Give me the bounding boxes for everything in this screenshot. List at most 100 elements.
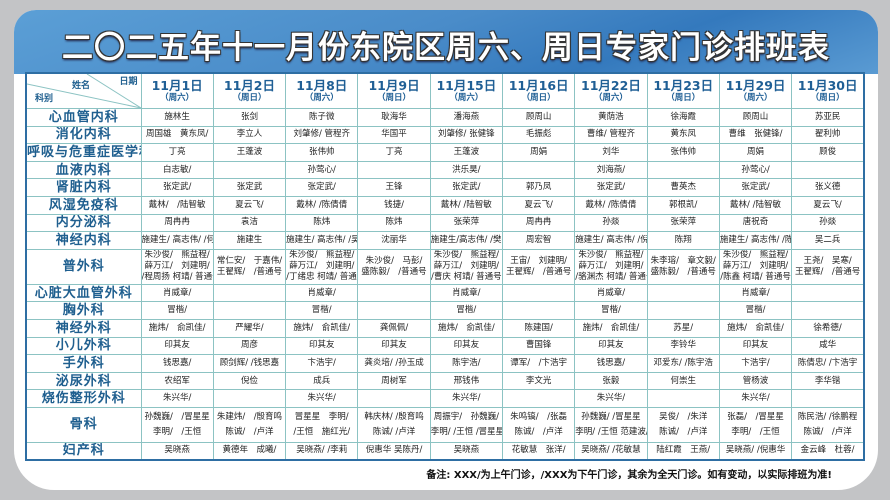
doctor-line: 周冉冉 (525, 217, 552, 228)
schedule-cell: 陈民浩/ /徐鹏程 陈诚/ /卢洋 (791, 406, 865, 443)
doctor-line: 肖威章/ (162, 287, 192, 298)
schedule-cell: 朱沙俊/ 熊益程/薛万江/ 刘建明//程周扬 柯靖/ 普通号 (140, 248, 214, 285)
schedule-cell: 施炜/ 俞凯佳/ (429, 318, 503, 338)
schedule-cell: 吴二兵 (791, 231, 865, 250)
schedule-cell (357, 301, 431, 320)
doctor-line: 陈诚/ /卢洋 (225, 426, 274, 437)
schedule-cell: 施建生/ 高志伟/ /倪耀辉 (574, 231, 648, 250)
doctor-line: 肖威章/ (741, 287, 770, 298)
doctor-line: 常仁安/ 于嘉伟/ (216, 255, 283, 266)
table-row: 肾脏内科 张定武/张定武 张定武/王锋 张定武/郭乃凤 张定武/曹英杰 张定武/张义德 (25, 178, 865, 197)
doctor-line: 朱沙俊/ 熊益程/ (144, 250, 210, 261)
doctor-line: 王翟辉/ /普通号 (216, 266, 283, 277)
doctor-line: 吴晓燕/ /倪惠华 (725, 445, 786, 456)
schedule-cell: 苏星/ (646, 318, 720, 338)
schedule-cell: 卞浩宇/ (718, 354, 793, 373)
schedule-cell: 戴林/ /陆智敏 (429, 195, 503, 215)
doctor-line: 张义德 (814, 182, 841, 193)
schedule-cell: 周彦 (212, 336, 287, 356)
doctor-line: 施建生/ 高志伟/ /何亮 (141, 234, 212, 245)
doctor-line: 丁亮 (385, 146, 403, 157)
doctor-line: 肖威章/ (452, 287, 481, 298)
doctor-line: 陈倩忠/ /卞浩宇 (797, 357, 858, 368)
doctor-line: 周彦 (240, 340, 258, 351)
doctor-line: 周娟 (747, 146, 765, 157)
doctor-line: 陈诚/ /卢洋 (514, 426, 563, 437)
schedule-cell: 刘肇修/ 管程齐 (285, 125, 359, 145)
schedule-cell: 龚佩佩/ (357, 318, 431, 338)
doctor-line: 施建生/ 高志伟/ /倪耀辉 (575, 234, 646, 245)
schedule-cell: 朱沙俊/ 熊益程/薛万江/ 刘建明//曹庆 柯靖/ 普通号 (429, 248, 503, 285)
table-row: 呼吸与危重症医学科 丁亮 王蓬波 张伟帅 丁亮 王蓬波 周娟 刘华 张伟帅 周娟 顾俊 (25, 143, 865, 162)
schedule-cell: 周树军 (357, 371, 431, 391)
date-header: 11月9日 （周日） (357, 72, 431, 109)
schedule-cell: 夏云飞/ (212, 195, 287, 215)
schedule-cell: 丁亮 (357, 143, 431, 162)
doctor-line: 印其友 (308, 340, 335, 351)
doctor-line: 朱李瑢/ 章文毅/ (650, 255, 716, 266)
date-label: 11月30日 (797, 78, 858, 93)
doctor-line: 张荣萍 (670, 217, 696, 228)
schedule-cell: 朱兴华/ (718, 389, 793, 408)
schedule-cell: 戴林/ /陆智敏 (140, 195, 214, 215)
doctor-line: 朱兴华/ (452, 393, 481, 404)
schedule-cell: 张定武/ (718, 178, 793, 197)
date-header: 11月2日 （周日） (212, 72, 287, 109)
doctor-line: 龚佩佩/ (379, 322, 409, 333)
weekday-label: （周日） (232, 93, 267, 103)
doctor-line: 陈建国/ (524, 322, 553, 333)
schedule-cell: 倪惠华 吴陈丹/ (357, 441, 431, 461)
doctor-line: 钱捷/ (384, 199, 404, 210)
schedule-cell: 吴晓燕 (429, 441, 503, 461)
department-name: 血液内科 (25, 160, 142, 180)
schedule-cell (646, 301, 720, 320)
schedule-cell: 丁亮 (140, 143, 214, 162)
schedule-cell: 施炜/ 俞凯佳/ (718, 318, 793, 338)
doctor-line: /丁绪忠 柯靖/ 普通号 (286, 272, 358, 283)
schedule-cell: 肖威章/ (718, 283, 793, 303)
schedule-cell: 钱思嘉/ (574, 354, 648, 373)
schedule-cell (501, 389, 576, 408)
doctor-line: 周冉冉 (164, 217, 190, 228)
doctor-line: 刘肇修/ 管程齐 (293, 129, 351, 140)
department-name: 烧伤整形外科 (25, 389, 142, 408)
doctor-line: 袁洁 (240, 217, 258, 228)
table-row: 心血管内科 施林生 张剑 陈子微 耿海华 潘海燕 顾周山 黄荫浩 徐海霞 顾周山 苏亚民 (25, 108, 865, 127)
doctor-line: 冒楷/ (311, 305, 332, 316)
doctor-line: 谭军/ /卞浩宇 (510, 357, 567, 368)
doctor-line: 朱沙俊/ 熊益程/ (289, 250, 355, 261)
doctor-line: 施建生 (236, 234, 263, 245)
schedule-cell (357, 160, 431, 180)
doctor-line: 朱兴华/ (307, 393, 336, 404)
doctor-line: 耿海华 (381, 111, 407, 122)
schedule-cell: 毛振彪 (501, 125, 576, 145)
schedule-cell: 张荣萍 (646, 213, 720, 233)
schedule-cell: 郭根凯/ (646, 195, 720, 215)
date-label: 11月9日 (368, 78, 420, 93)
schedule-cell: 张伟帅 (646, 143, 720, 162)
doctor-line: 毛振彪 (525, 129, 552, 140)
doctor-line: 周娟 (530, 146, 548, 157)
doctor-line: 曹国锋 (525, 340, 552, 351)
department-name: 神经外科 (25, 318, 142, 338)
doctor-line: 邢钱伟 (453, 375, 480, 386)
schedule-cell (501, 283, 576, 303)
schedule-cell: 肖威章/ (140, 283, 214, 303)
department-name: 心血管内科 (25, 108, 142, 127)
doctor-line: 施炜/ 俞凯佳/ (437, 322, 495, 333)
schedule-cell: 周国雄 黄东凤/ (140, 125, 214, 145)
department-name: 消化内科 (25, 125, 142, 145)
schedule-cell: 顾周山 (718, 108, 793, 127)
doctor-line: 刘华 (602, 146, 620, 157)
doctor-line: 李明/ /王恒 (731, 426, 780, 437)
department-name: 内分泌科 (25, 213, 142, 233)
doctor-line: 孙魏巍/ /冒星星 (144, 411, 210, 422)
doctor-line: 周国雄 黄东凤/ (145, 129, 209, 140)
doctor-line: 黄荫浩 (598, 111, 624, 122)
schedule-cell (791, 283, 865, 303)
schedule-cell: 周冉冉 (140, 213, 214, 233)
schedule-cell: 黄德年 成曦/ (212, 441, 287, 461)
schedule-cell: 邢钱伟 (429, 371, 503, 391)
doctor-line: 孙莺心/ (307, 164, 336, 175)
doctor-line: 施建生/ 高志伟/ /陈鑫 (719, 234, 790, 245)
